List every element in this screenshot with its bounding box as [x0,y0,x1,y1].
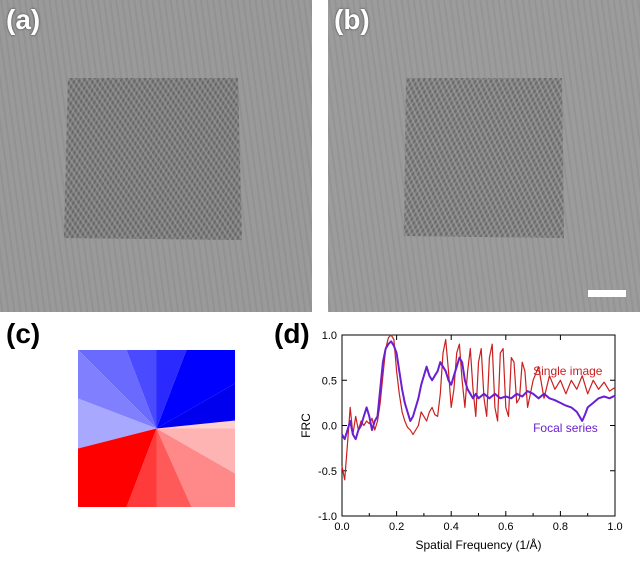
phase-color-wheel [78,350,235,507]
series-line-single-image [341,334,616,481]
panel-label-c: (c) [6,318,41,349]
x-tick-label: 1.0 [607,521,622,533]
y-tick-label: -1.0 [318,511,337,523]
y-tick-label: 1.0 [322,330,337,342]
x-tick-label: 0.8 [553,521,568,533]
wedge-8 [156,420,235,474]
y-tick-label: 0.0 [322,421,337,433]
micrograph-a: (a) [0,0,312,312]
panel-label-b: (b) [334,4,370,35]
micrograph-b-image [328,0,640,312]
y-tick-label: -0.5 [318,466,337,478]
wedge-5 [156,383,235,429]
panel-label-a: (a) [6,4,41,35]
y-axis-label: FRC [299,413,313,438]
wedge-9 [156,428,235,507]
panel-label-d: (d) [274,318,310,349]
wedge-4 [156,350,235,429]
wedge-6 [78,350,157,429]
micrograph-a-image [0,0,312,312]
wedge-7 [78,398,157,449]
scale-bar [588,290,626,297]
chart-series [341,334,616,481]
x-tick-label: 0.2 [389,521,404,533]
wedge-2 [126,350,157,429]
chart-labels: Spatial Frequency (1/Å) FRC Single image Fo… [299,364,603,552]
wedge-13 [156,420,235,429]
frc-chart: 0.0 0.2 0.4 0.6 0.8 1.0 1.0 0.5 0.0 -0.5 -1.0 Spat… [299,330,623,552]
x-tick-label: 0.6 [498,521,513,533]
wedge-12 [78,428,157,507]
micrograph-b: (b) [328,0,640,312]
y-tick-label: 0.5 [322,375,337,387]
legend-focal-series: Focal series [533,421,598,435]
legend-single-image: Single image [533,364,603,378]
chart-axes: 0.0 0.2 0.4 0.6 0.8 1.0 1.0 0.5 0.0 -0.5 -1.0 [318,330,623,533]
x-tick-label: 0.4 [444,521,459,533]
wedge-10 [156,428,192,507]
series-line-focal-series [341,340,616,441]
x-tick-label: 0.0 [334,521,349,533]
x-axis-label: Spatial Frequency (1/Å) [415,537,541,552]
